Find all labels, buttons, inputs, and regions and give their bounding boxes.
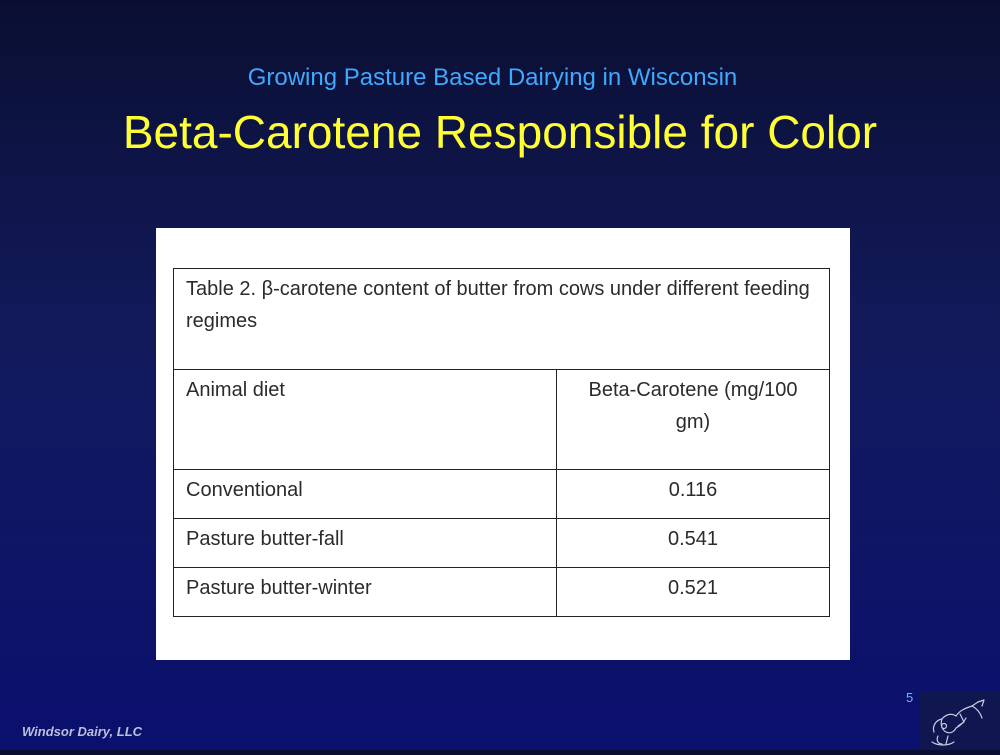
slide-title: Beta-Carotene Responsible for Color bbox=[122, 106, 878, 158]
table-image-panel: Table 2. β-carotene content of butter fr… bbox=[156, 228, 850, 660]
diet-cell: Pasture butter-winter bbox=[173, 567, 557, 617]
footer-company: Windsor Dairy, LLC bbox=[22, 724, 143, 739]
diet-cell: Pasture butter-fall bbox=[173, 518, 557, 568]
table-caption: Table 2. β-carotene content of butter fr… bbox=[173, 268, 830, 370]
page-number: 5 bbox=[906, 690, 914, 705]
slide-subtitle: Growing Pasture Based Dairying in Wiscon… bbox=[247, 64, 738, 91]
caption-row: Table 2. β-carotene content of butter fr… bbox=[173, 268, 830, 370]
header-row: Animal diet Beta-Carotene (mg/100 gm) bbox=[173, 369, 830, 470]
header-beta-carotene: Beta-Carotene (mg/100 gm) bbox=[556, 369, 830, 470]
cow-sketch-icon bbox=[920, 692, 1000, 750]
value-cell: 0.541 bbox=[556, 518, 830, 568]
diet-cell: Conventional bbox=[173, 469, 557, 519]
value-cell: 0.521 bbox=[556, 567, 830, 617]
table-row: Pasture butter-fall 0.541 bbox=[173, 518, 830, 568]
value-cell: 0.116 bbox=[556, 469, 830, 519]
beta-carotene-table: Table 2. β-carotene content of butter fr… bbox=[173, 268, 830, 617]
table-row: Conventional 0.116 bbox=[173, 469, 830, 519]
table-row: Pasture butter-winter 0.521 bbox=[173, 567, 830, 617]
header-animal-diet: Animal diet bbox=[173, 369, 557, 470]
